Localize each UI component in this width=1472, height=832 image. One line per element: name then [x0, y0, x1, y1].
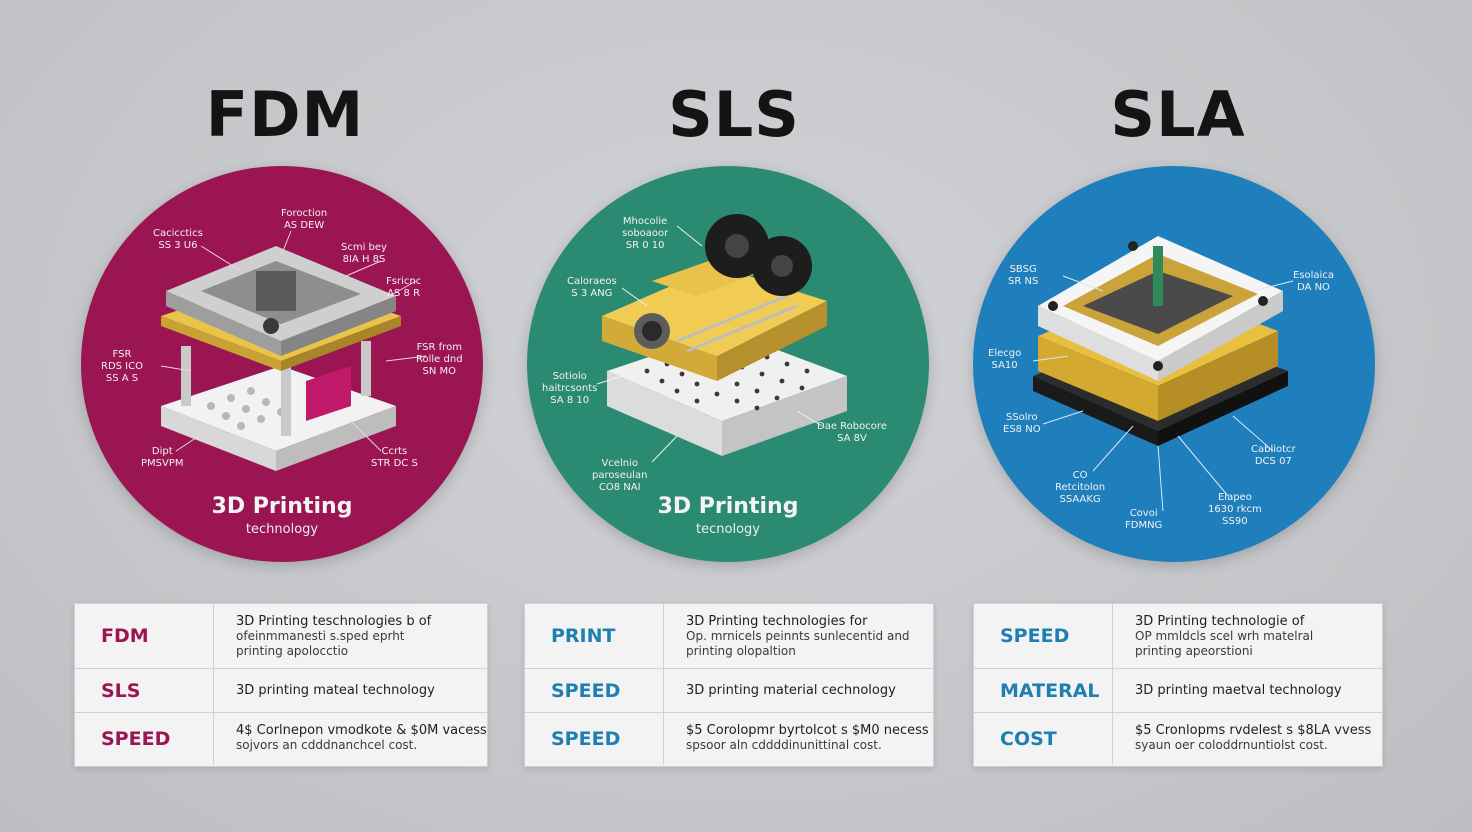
fdm-label-7: Dipt PMSVPM: [141, 446, 184, 469]
sla-label-2: Esolaica DA NO: [1293, 270, 1334, 293]
row-description: 3D Printing technologies for Op. mrnicel…: [686, 614, 910, 658]
row-label: COST: [974, 713, 1113, 765]
table-row: PRINT 3D Printing technologies for Op. m…: [525, 604, 933, 669]
sla-circle: SBSG SR NS Esolaica DA NO Elecgo SA10 SS…: [973, 166, 1375, 562]
fdm-table: FDM 3D Printing teschnologies b of ofein…: [74, 603, 488, 767]
sls-printer-illustration: [596, 214, 847, 463]
table-row: COST $5 Cronlopms rvdelest s $8LA vvess …: [974, 713, 1382, 765]
sls-label-1: Mhocolie soboaoor SR 0 10: [622, 216, 669, 251]
row-label: SLS: [75, 669, 214, 712]
sls-label-4: Dae Robocore SA 8V: [817, 421, 887, 444]
sla-label-8: Elapeo 1630 rkcm SS90: [1208, 492, 1262, 527]
row-label: SPEED: [75, 713, 214, 765]
table-row: SPEED 3D printing material cechnology: [525, 669, 933, 713]
sla-label-3: Elecgo SA10: [988, 348, 1022, 371]
sla-label-1: SBSG SR NS: [1008, 264, 1039, 287]
table-row: SPEED 3D Printing technologie of OP mmld…: [974, 604, 1382, 669]
row-label: SPEED: [974, 604, 1113, 668]
row-label: FDM: [75, 604, 214, 668]
fdm-circle-title: 3D Printing: [211, 494, 353, 519]
fdm-printer-illustration: [160, 230, 427, 471]
row-description: 3D printing mateal technology: [236, 683, 435, 698]
fdm-column: FDM: [45, 0, 525, 832]
sla-printer-illustration: [1032, 236, 1294, 512]
row-label: MATERAL: [974, 669, 1113, 712]
sla-label-4: SSolro ES8 NO: [1003, 412, 1041, 435]
row-description: 4$ Corlnepon vmodkote & $0M vacess sojvo…: [236, 723, 487, 752]
fdm-label-4: Fsricnc AS 8 R: [386, 276, 422, 299]
table-row: FDM 3D Printing teschnologies b of ofein…: [75, 604, 487, 669]
sla-column: SLA: [944, 0, 1424, 832]
sla-table: SPEED 3D Printing technologie of OP mmld…: [973, 603, 1383, 767]
sls-label-5: Vcelnio paroseulan CO8 NAI: [592, 458, 648, 493]
sls-column: SLS: [494, 0, 974, 832]
fdm-label-2: Foroction AS DEW: [281, 208, 328, 231]
sla-label-6: CO Retcitolon SSAAKG: [1055, 470, 1106, 505]
sla-label-5: Cabliotcr DCS 07: [1251, 444, 1296, 467]
row-description: 3D Printing technologie of OP mmldcls sc…: [1135, 614, 1314, 658]
fdm-label-8: Ccrts STR DC S: [371, 446, 418, 469]
sls-label-2: Caloraeos S 3 ANG: [567, 276, 617, 299]
row-description: 3D printing material cechnology: [686, 683, 896, 698]
row-label: SPEED: [525, 669, 664, 712]
fdm-label-1: Cacicctics SS 3 U6: [153, 228, 203, 251]
fdm-title: FDM: [205, 78, 365, 151]
row-description: $5 Corolopmr byrtolcot s $M0 necess spso…: [686, 723, 929, 752]
table-row: SPEED $5 Corolopmr byrtolcot s $M0 neces…: [525, 713, 933, 765]
sls-circle-title: 3D Printing: [657, 494, 799, 519]
row-label: PRINT: [525, 604, 664, 668]
table-row: SPEED 4$ Corlnepon vmodkote & $0M vacess…: [75, 713, 487, 765]
sls-circle: Mhocolie soboaoor SR 0 10 Caloraeos S 3 …: [527, 166, 929, 562]
table-row: SLS 3D printing mateal technology: [75, 669, 487, 713]
row-description: 3D Printing teschnologies b of ofeinmman…: [236, 614, 432, 658]
row-description: $5 Cronlopms rvdelest s $8LA vvess syaun…: [1135, 723, 1372, 752]
fdm-circle-subtitle: technology: [245, 522, 319, 537]
sls-label-3: Sotiolo haitrcsonts SA 8 10: [542, 371, 598, 406]
fdm-label-6: FSR from Rolle dnd SN MO: [416, 342, 463, 377]
fdm-circle: Cacicctics SS 3 U6 Foroction AS DEW Scmi…: [81, 166, 483, 562]
sla-title: SLA: [1110, 78, 1246, 151]
table-row: MATERAL 3D printing maetval technology: [974, 669, 1382, 713]
sls-circle-subtitle: tecnology: [696, 522, 760, 537]
row-description: 3D printing maetval technology: [1135, 683, 1342, 698]
sls-title: SLS: [668, 78, 800, 151]
row-label: SPEED: [525, 713, 664, 765]
sla-label-7: Covoi FDMNG: [1125, 508, 1163, 531]
fdm-label-3: Scmi bey 8IA H 8S: [341, 242, 387, 265]
sls-table: PRINT 3D Printing technologies for Op. m…: [524, 603, 934, 767]
fdm-label-5: FSR RDS ICO SS A S: [101, 349, 143, 384]
